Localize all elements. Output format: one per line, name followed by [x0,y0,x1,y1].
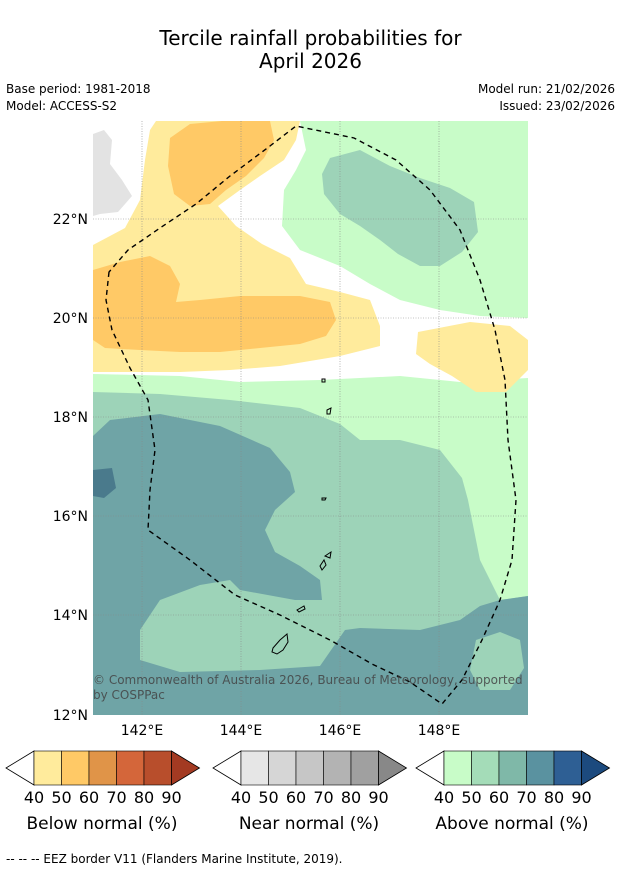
above-60-region-southeast-hole [470,632,524,690]
issued-date: Issued: 23/02/2026 [499,99,615,113]
legend-tick-label: 90 [368,788,388,807]
lon-label: 144°E [220,723,263,739]
lat-label: 18°N [53,410,88,426]
legend-above: 40 50 60 70 80 90 [415,750,611,807]
legend-swatch [268,750,297,786]
title-line-2: April 2026 [259,49,362,73]
island-small-4 [321,378,326,383]
legend-tick-label: 80 [341,788,361,807]
legend-tick-label: 50 [258,788,278,807]
gridlines [93,121,528,715]
legend-swatch [116,750,145,786]
legend-tick-label: 90 [571,788,591,807]
legend-near: 40 50 60 70 80 90 [212,750,408,807]
islands [271,378,332,655]
meta-left: Base period: 1981-2018 Model: ACCESS-S2 [6,81,151,115]
legend-tick-label: 70 [106,788,126,807]
legend-swatch [61,750,90,786]
legend-below: 40 50 60 70 80 90 [5,750,201,807]
legend-swatch [240,750,269,786]
lat-label: 22°N [53,212,88,228]
legend-tick-label: 60 [489,788,509,807]
below-40-region-east [416,322,528,392]
base-period: Base period: 1981-2018 [6,82,151,96]
lat-label: 16°N [53,509,88,525]
legend-swatch [471,750,500,786]
meta-right: Model run: 21/02/2026 Issued: 23/02/2026 [478,81,615,115]
below-50-region-north [168,121,274,206]
legend-swatch [33,750,62,786]
legend-title-near: Near normal (%) [238,814,380,834]
legend-tick-label: 50 [461,788,481,807]
legend-swatch [323,750,352,786]
island-saipan [319,558,327,571]
map-title: Tercile rainfall probabilities for April… [0,27,621,73]
legend-swatch [526,750,555,786]
copyright-line-2: by COSPPac [93,688,165,702]
legend-tick-label: 70 [516,788,536,807]
legend-tick-label: 80 [134,788,154,807]
island-small-2 [321,497,327,501]
legend-tick-label: 80 [544,788,564,807]
legend-swatch [143,750,172,786]
legend-tick-label: 40 [434,788,454,807]
legend-title-below: Below normal (%) [26,814,178,834]
island-rota [296,605,306,613]
above-60-region-south [93,414,528,715]
legend-tick-label: 40 [24,788,44,807]
legend-swatch [498,750,527,786]
legend-max-arrow [171,750,201,786]
model-run: Model run: 21/02/2026 [477,82,615,96]
eez-border [105,125,517,705]
near-normal-grey-region [93,130,132,216]
eez-footnote: -- -- -- EEZ border V11 (Flanders Marine… [6,852,343,866]
copyright-line-1: © Commonwealth of Australia 2026, Bureau… [93,673,523,687]
legend-min-arrow [5,750,35,786]
legend-min-arrow [415,750,445,786]
lat-label: 14°N [53,608,88,624]
legend-tick-label: 40 [231,788,251,807]
legend-max-arrow [378,750,408,786]
legend-tick-label: 50 [51,788,71,807]
lon-axis: 142°E 144°E 146°E 148°E [121,723,461,739]
legend-swatch [295,750,324,786]
legend-swatch [443,750,472,786]
legend-title-above: Above normal (%) [435,814,589,834]
island-small-3 [326,407,332,415]
legend-min-arrow [212,750,242,786]
legend-tick-label: 60 [286,788,306,807]
legend-swatch [88,750,117,786]
lat-axis: 22°N 20°N 18°N 16°N 14°N 12°N [53,212,88,724]
above-70-patch [93,468,116,498]
lat-label: 12°N [53,708,88,724]
legend-tick-label: 70 [313,788,333,807]
model-name: Model: ACCESS-S2 [6,99,118,113]
legend-tick-label: 60 [79,788,99,807]
island-small-1 [323,550,332,559]
legend-max-arrow [581,750,611,786]
lon-label: 142°E [121,723,164,739]
lon-label: 146°E [319,723,362,739]
legend-tick-label: 90 [161,788,181,807]
island-guam [271,633,289,655]
legends: 40 50 60 70 80 90 40 50 60 70 80 90 40 50 60 70 80 90 [5,750,611,807]
legend-swatch [553,750,582,786]
below-50-region-central [93,256,336,352]
lat-label: 20°N [53,311,88,327]
rainfall-map [93,121,528,715]
lon-label: 148°E [418,723,461,739]
title-line-1: Tercile rainfall probabilities for [159,26,462,50]
legend-swatch [350,750,379,786]
